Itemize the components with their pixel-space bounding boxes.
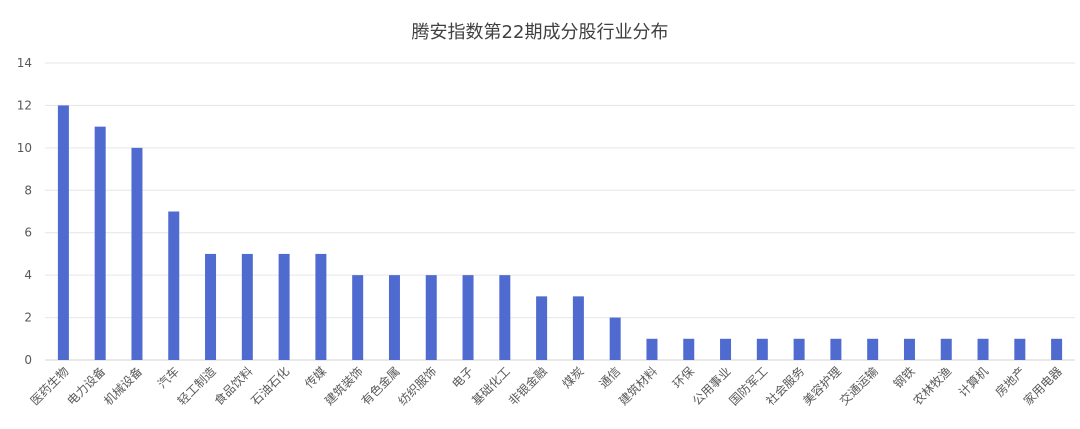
- y-tick-label: 8: [24, 183, 32, 197]
- bar: [756, 338, 768, 360]
- y-tick-label: 6: [24, 226, 32, 240]
- x-tick-label: 医药生物: [28, 364, 72, 408]
- y-tick-label: 10: [17, 141, 32, 155]
- bar: [683, 338, 695, 360]
- x-tick-label: 公用事业: [690, 364, 734, 408]
- x-tick-label: 煤炭: [560, 364, 587, 391]
- bar: [572, 296, 584, 360]
- bar: [720, 338, 732, 360]
- bar: [1051, 338, 1063, 360]
- bar: [94, 126, 106, 361]
- x-tick-label: 石油石化: [248, 364, 292, 408]
- x-tick-label: 汽车: [154, 364, 182, 392]
- bar: [867, 338, 879, 360]
- x-tick-label: 电力设备: [64, 364, 108, 408]
- x-tick-label: 传媒: [301, 364, 329, 392]
- x-tick-label: 非银金融: [505, 364, 550, 409]
- x-tick-label: 国防军工: [726, 364, 771, 409]
- chart-title: 腾安指数第22期成分股行业分布: [411, 22, 669, 43]
- bar: [168, 211, 180, 360]
- y-tick-label: 2: [24, 311, 32, 325]
- x-tick-label: 建筑材料: [616, 364, 661, 409]
- x-tick-label: 社会服务: [763, 364, 808, 409]
- bar: [977, 338, 989, 360]
- x-tick-label: 食品饮料: [211, 364, 256, 409]
- x-tick-label: 机械设备: [101, 364, 146, 409]
- bar: [536, 296, 548, 360]
- x-tick-label: 计算机: [955, 364, 991, 400]
- x-tick-label: 有色金属: [358, 364, 403, 409]
- bar: [609, 317, 621, 360]
- bar: [903, 338, 915, 360]
- x-tick-label: 房地产: [992, 364, 1028, 400]
- x-tick-label: 农林牧渔: [911, 364, 955, 408]
- x-tick-label: 纺织服饰: [396, 364, 440, 408]
- x-tick-label: 美容护理: [799, 364, 844, 409]
- y-tick-label: 4: [24, 268, 32, 282]
- bar: [57, 105, 69, 360]
- x-tick-label: 家用电器: [1020, 364, 1065, 409]
- bar: [278, 253, 290, 360]
- bar: [793, 338, 805, 360]
- bar: [131, 147, 143, 360]
- y-tick-label: 0: [24, 353, 32, 367]
- bar: [940, 338, 952, 360]
- bar: [205, 253, 217, 360]
- bar: [315, 253, 327, 360]
- x-tick-label: 轻工制造: [175, 364, 219, 408]
- x-tick-label: 钢铁: [891, 364, 918, 391]
- bar: [462, 275, 474, 360]
- bar: [241, 253, 253, 360]
- y-tick-label: 14: [17, 56, 32, 70]
- y-tick-label: 12: [17, 98, 32, 112]
- x-tick-label: 通信: [596, 364, 623, 391]
- bar: [352, 275, 364, 360]
- x-tick-label: 环保: [670, 364, 697, 391]
- bar: [425, 275, 437, 360]
- bar: [646, 338, 658, 360]
- bar: [388, 275, 400, 360]
- x-tick-label: 建筑装饰: [321, 364, 366, 409]
- x-tick-label: 基础化工: [469, 364, 513, 408]
- bar: [830, 338, 842, 360]
- x-tick-label: 交通运输: [836, 364, 881, 409]
- bar: [1014, 338, 1026, 360]
- bar: [499, 275, 511, 360]
- x-tick-label: 电子: [449, 364, 476, 391]
